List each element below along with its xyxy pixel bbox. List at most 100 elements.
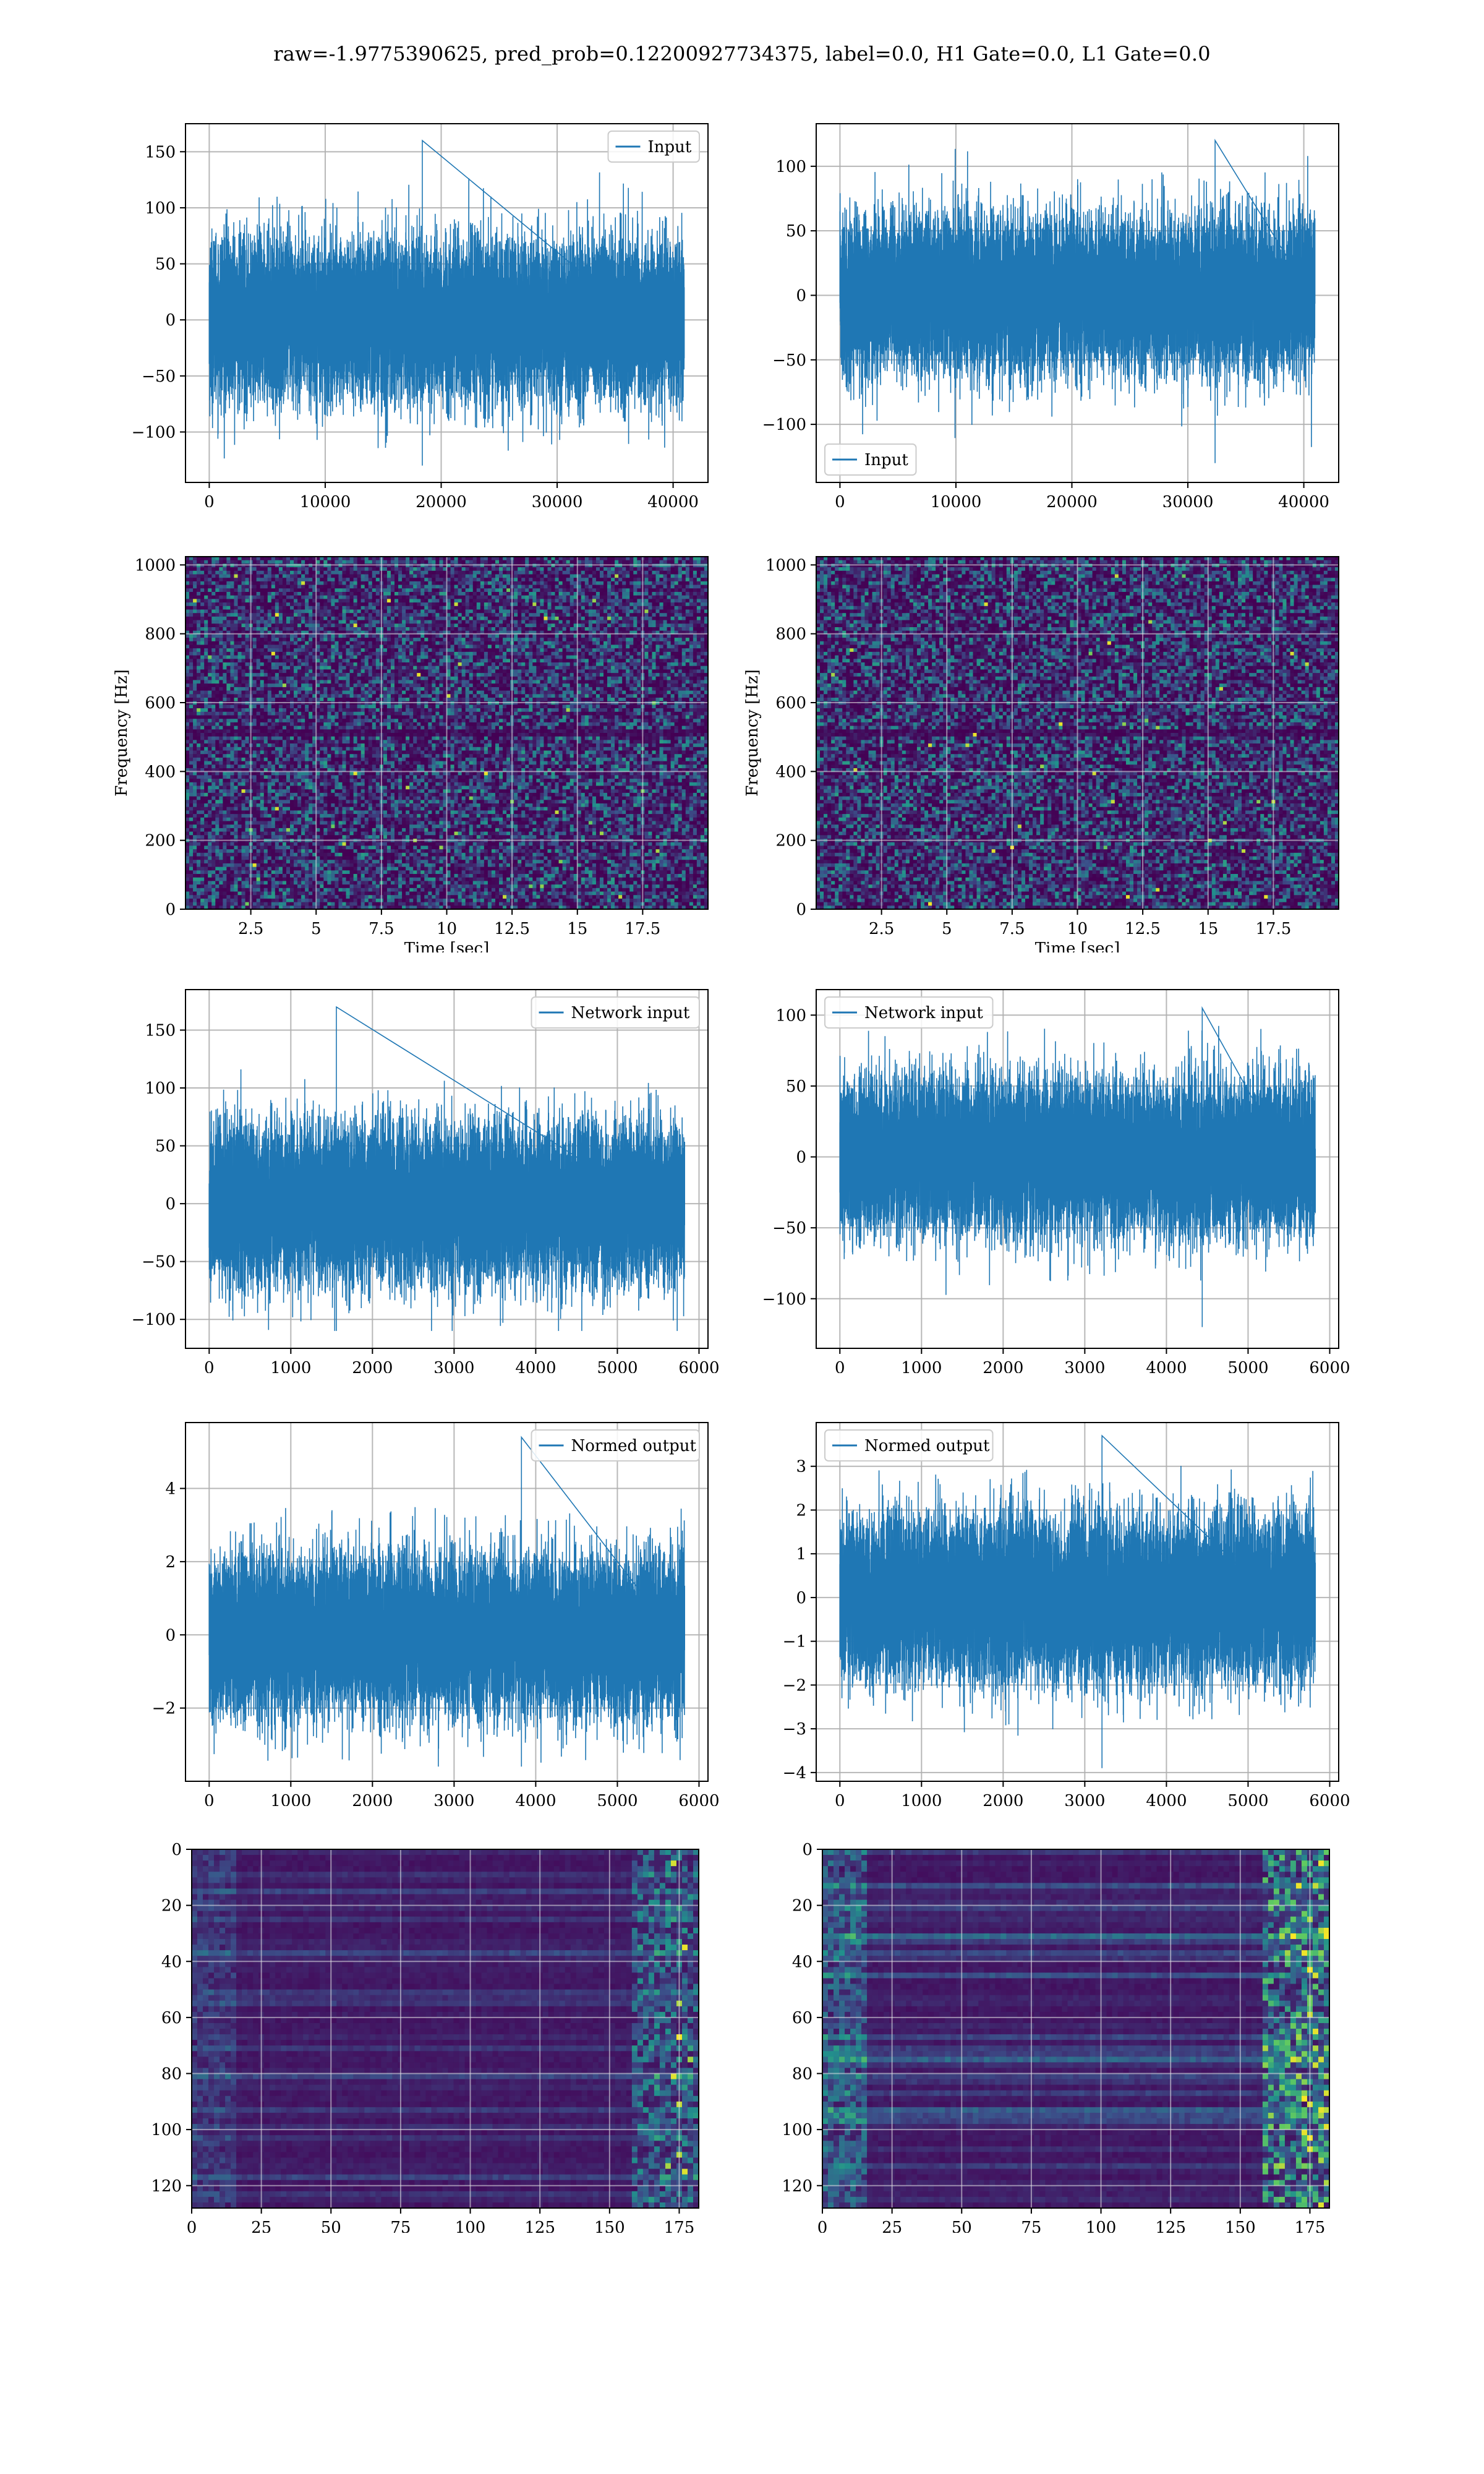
heatmap-cell	[301, 687, 305, 691]
heatmap-cell	[346, 863, 351, 868]
heatmap-cell	[208, 835, 212, 839]
heatmap-cell	[316, 627, 320, 631]
heatmap-cell	[338, 708, 343, 713]
heatmap-cell	[237, 782, 242, 787]
heatmap-cell	[312, 757, 317, 762]
heatmap-cell	[357, 606, 362, 610]
heatmap-cell	[346, 704, 351, 709]
heatmap-cell	[208, 588, 212, 593]
heatmap-cell	[342, 831, 347, 836]
heatmap-cell	[309, 860, 313, 864]
heatmap-cell	[297, 729, 302, 734]
heatmap-cell	[282, 620, 287, 624]
heatmap-cell	[360, 782, 365, 787]
heatmap-cell	[346, 810, 351, 815]
heatmap-cell	[360, 581, 365, 586]
heatmap-cell	[263, 849, 268, 854]
heatmap-cell	[219, 782, 223, 787]
heatmap-cell	[237, 856, 242, 860]
heatmap-cell	[267, 842, 272, 846]
heatmap-cell	[215, 567, 220, 571]
y-tick-label: 50	[786, 222, 806, 241]
heatmap-cell	[234, 768, 239, 773]
heatmap-cell	[219, 609, 223, 614]
heatmap-cell	[357, 891, 362, 896]
heatmap-cell	[223, 651, 227, 656]
heatmap-cell	[256, 669, 261, 674]
heatmap-cell	[290, 557, 294, 561]
heatmap-cell	[226, 655, 231, 659]
heatmap-cell	[189, 860, 194, 864]
heatmap-cell	[360, 761, 365, 765]
heatmap-cell	[294, 771, 298, 776]
heatmap-cell	[260, 792, 265, 797]
heatmap-cell	[349, 856, 354, 860]
heatmap-cell	[260, 743, 265, 748]
heatmap-cell	[189, 881, 194, 885]
heatmap-cell	[301, 867, 305, 871]
heatmap-cell	[267, 648, 272, 653]
heatmap-cell	[342, 881, 347, 885]
heatmap-cell	[335, 898, 339, 903]
heatmap-cell	[305, 828, 309, 833]
heatmap-cell	[267, 627, 272, 631]
heatmap-cell	[200, 659, 205, 663]
heatmap-cell	[223, 613, 227, 617]
heatmap-cell	[226, 683, 231, 688]
heatmap-cell	[215, 842, 220, 846]
heatmap-cell	[294, 669, 298, 674]
heatmap-cell	[294, 567, 298, 571]
heatmap-cell	[245, 673, 250, 677]
heatmap-cell	[320, 743, 324, 748]
heatmap-cell	[204, 648, 208, 653]
heatmap-cell	[360, 595, 365, 599]
heatmap-cell	[316, 651, 320, 656]
heatmap-cell	[309, 867, 313, 871]
heatmap-cell	[349, 729, 354, 734]
heatmap-cell	[237, 719, 242, 723]
heatmap-cell	[234, 557, 239, 561]
heatmap-cell	[301, 602, 305, 607]
heatmap-cell	[275, 729, 279, 734]
heatmap-cell	[208, 704, 212, 709]
heatmap-cell	[275, 891, 279, 896]
heatmap-cell	[193, 655, 197, 659]
heatmap-cell	[316, 641, 320, 646]
heatmap-cell	[204, 704, 208, 709]
heatmap-cell	[252, 708, 257, 713]
heatmap-cell	[309, 852, 313, 857]
heatmap-cell	[349, 747, 354, 751]
heatmap-cell	[241, 764, 246, 769]
heatmap-cell	[215, 860, 220, 864]
heatmap-cell	[353, 817, 358, 822]
heatmap-cell	[331, 578, 336, 582]
heatmap-cell	[193, 750, 197, 755]
heatmap-cell	[338, 785, 343, 790]
heatmap-cell	[309, 711, 313, 716]
heatmap-cell	[234, 588, 239, 593]
heatmap-cell	[309, 666, 313, 670]
heatmap-cell	[200, 884, 205, 889]
heatmap-cell	[223, 630, 227, 635]
axes-frame	[816, 123, 1339, 483]
heatmap-cell	[360, 627, 365, 631]
heatmap-cell	[263, 842, 268, 846]
heatmap-cell	[237, 616, 242, 621]
heatmap-cell	[186, 719, 190, 723]
heatmap-cell	[327, 620, 331, 624]
heatmap-cell	[200, 874, 205, 878]
heatmap-cell	[301, 891, 305, 896]
heatmap-cell	[197, 891, 201, 896]
heatmap-cell	[286, 856, 291, 860]
heatmap-cell	[237, 852, 242, 857]
heatmap-cell	[197, 609, 201, 614]
heatmap-cell	[275, 669, 279, 674]
heatmap-cell	[342, 867, 347, 871]
heatmap-cell	[323, 588, 328, 593]
heatmap-cell	[208, 902, 212, 906]
heatmap-cell	[208, 895, 212, 899]
heatmap-cell	[297, 782, 302, 787]
heatmap-cell	[211, 616, 216, 621]
heatmap-cell	[342, 796, 347, 800]
heatmap-cell	[294, 704, 298, 709]
